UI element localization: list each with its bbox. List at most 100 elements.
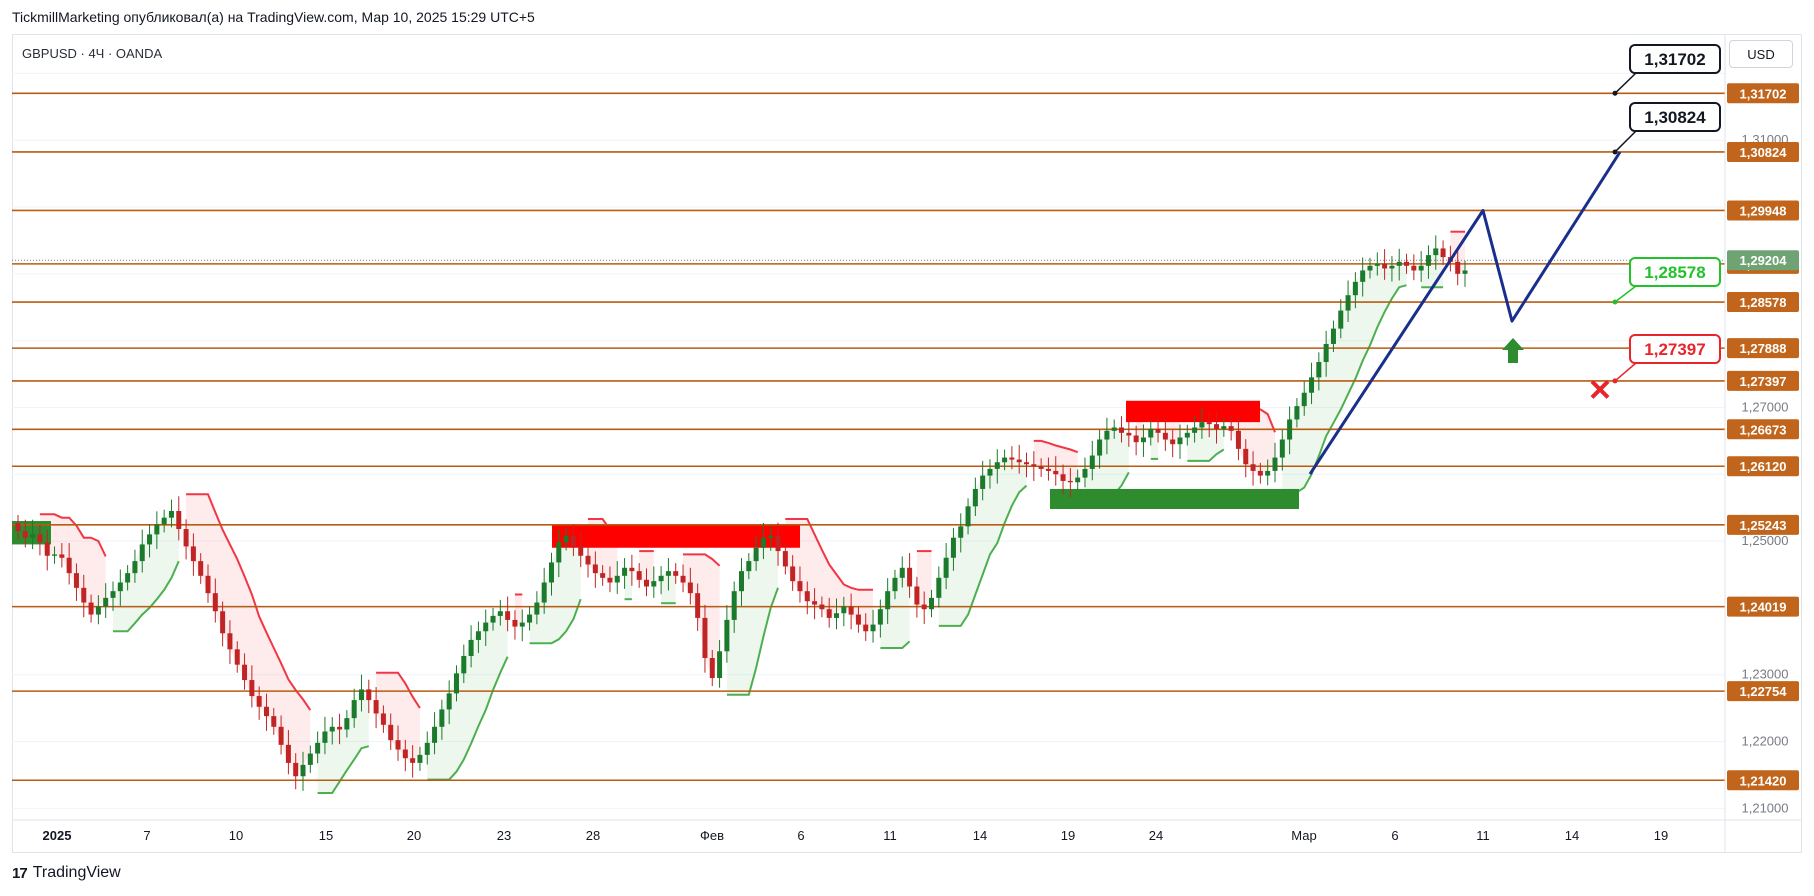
candle-body [1170, 439, 1176, 445]
candle-body [1016, 459, 1022, 463]
callout-label: 1,28578 [1644, 263, 1705, 282]
candle-body [300, 764, 306, 777]
time-tick-label: 10 [229, 828, 243, 843]
bull-trailing-stop [317, 745, 370, 794]
candle-body [1455, 261, 1461, 274]
candle-body [205, 575, 211, 594]
symbol-legend[interactable]: GBPUSD · 4Ч · OANDA [22, 46, 163, 61]
candle-body [1060, 474, 1066, 481]
candle-body [395, 740, 401, 750]
candle-body [585, 555, 591, 565]
level-badge-label: 1,31702 [1740, 86, 1787, 101]
candle-body [351, 700, 357, 719]
price-tick-label: 1,23000 [1742, 667, 1789, 682]
level-badge-label: 1,27397 [1740, 374, 1787, 389]
supply-zone [552, 524, 800, 548]
candle-body [563, 535, 569, 543]
candle-body [1177, 437, 1183, 445]
publish-caption: TickmillMarketing опубликовал(а) на Trad… [12, 9, 535, 25]
price-tick-label: 1,21000 [1742, 800, 1789, 815]
candle-body [614, 575, 620, 583]
brand-name: TradingView [32, 864, 121, 881]
candle-body [527, 614, 533, 623]
bear-trailing-stop [39, 513, 107, 557]
candle-body [578, 546, 584, 556]
time-tick-label: Мар [1291, 828, 1316, 843]
candle-body [1374, 263, 1380, 266]
candle-body [1075, 477, 1081, 483]
candle-body [1082, 468, 1088, 478]
bear-trailing-stop [376, 671, 421, 709]
callout-box [1629, 44, 1721, 74]
candle-body [263, 706, 269, 717]
time-tick-label: 19 [1654, 828, 1668, 843]
currency-button[interactable]: USD [1729, 40, 1793, 68]
candle-body [439, 709, 445, 727]
candle-body [497, 611, 503, 616]
candle-body [59, 554, 65, 558]
level-badge-label: 1,24019 [1740, 600, 1787, 615]
candle-body [600, 573, 606, 578]
level-badge-label: 1,25243 [1740, 518, 1787, 533]
bull-trailing-stop [726, 587, 779, 696]
candle-body [249, 680, 255, 697]
candle-body [432, 726, 438, 743]
candle-body [1038, 466, 1044, 469]
candle-body [724, 619, 730, 652]
chart-frame[interactable] [12, 34, 1802, 853]
candle-body [1411, 265, 1417, 271]
candle-body [1257, 470, 1263, 476]
candle-body [1425, 255, 1431, 266]
candle-body [1089, 455, 1095, 469]
candle-body [1294, 406, 1300, 420]
level-badge-label: 1,29948 [1740, 203, 1787, 218]
candle-body [1184, 432, 1190, 438]
candle-body [366, 689, 372, 701]
bull-band-fill [1421, 248, 1444, 288]
level-badge-label: 1,26120 [1740, 459, 1787, 474]
bull-trailing-stop [938, 484, 1028, 627]
candle-body [95, 606, 101, 615]
candle-body [717, 651, 723, 679]
projection-path [1308, 151, 1622, 475]
candle-body [1462, 270, 1468, 274]
candle-body [1126, 432, 1132, 436]
callout-label: 1,30824 [1644, 108, 1706, 127]
candle-body [1316, 362, 1322, 378]
candle-body [388, 724, 394, 741]
candle-body [52, 554, 58, 556]
candle-body [1338, 310, 1344, 329]
supply-demand-zones [12, 400, 1299, 548]
candle-body [358, 689, 364, 701]
bull-band-fill [529, 535, 581, 644]
bear-band-fill [514, 594, 523, 627]
candle-body [1250, 464, 1256, 471]
bear-trailing-stop [785, 518, 873, 591]
bull-trailing-stop [1187, 448, 1225, 462]
level-badge [1727, 370, 1799, 391]
candle-body [483, 622, 489, 632]
candle-body [921, 604, 927, 610]
level-badge [1727, 770, 1799, 791]
bear-trailing-stop [1033, 439, 1079, 454]
candle-body [125, 573, 131, 583]
candle-body [994, 462, 1000, 469]
candle-body [541, 582, 547, 603]
time-tick-label: 28 [586, 828, 600, 843]
candle-body [680, 575, 686, 583]
candle-body [198, 561, 204, 576]
candle-body [855, 614, 861, 625]
candle-body [66, 557, 72, 574]
candle-body [117, 582, 123, 592]
candle-body [417, 754, 423, 763]
candle-body [775, 535, 781, 552]
candle-body [870, 624, 876, 632]
bear-trailing-stop [683, 553, 721, 567]
bear-trailing-stop [186, 493, 312, 711]
candle-body [227, 633, 233, 650]
callout-anchor-dot [1612, 378, 1618, 384]
candle-body [337, 726, 343, 730]
candle-body [607, 577, 613, 583]
tradingview-brand[interactable]: 17 TradingView [12, 864, 121, 882]
